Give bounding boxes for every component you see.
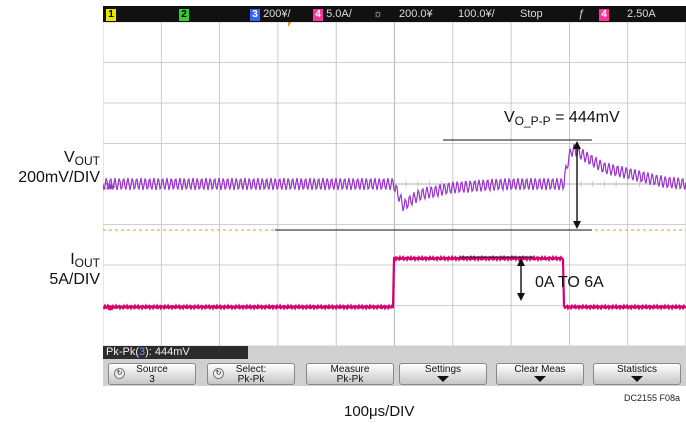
sun-icon: ☼: [373, 8, 384, 20]
settings-softkey[interactable]: Settings: [399, 363, 487, 385]
entry-knob-icon: ↻: [114, 368, 125, 379]
vpp-annotation-value: = 444mV: [550, 109, 620, 126]
timebase-label: 100μs/DIV: [344, 403, 415, 420]
figure-id: DC2155 F08a: [623, 393, 680, 403]
trigger-channel-badge: 4: [599, 9, 609, 21]
vpp-annotation: VO_P-P = 444mV: [504, 109, 620, 128]
trigger-edge-icon: ƒ: [578, 8, 585, 20]
vpp-arrow-down: [573, 221, 581, 229]
graticule: [103, 22, 686, 346]
statistics-softkey[interactable]: Statistics: [593, 363, 681, 385]
measure-softkey-label: Measure: [330, 364, 370, 375]
channel-4-scale[interactable]: 4 5.0A/: [313, 6, 352, 22]
select-softkey[interactable]: ↻ Select: Pk-Pk: [207, 363, 295, 385]
select-softkey-label: Select:: [235, 364, 267, 375]
settings-softkey-label: Settings: [424, 364, 462, 375]
select-softkey-value: Pk-Pk: [237, 374, 265, 385]
oscilloscope-screen: 1 2 3 200¥/ 4 5.0A/ ☼ 200.0¥ 100.0¥/ Sto…: [103, 6, 686, 386]
waveform-svg: 3▶ 4▶: [103, 22, 686, 346]
source-softkey[interactable]: ↻ Source 3: [108, 363, 196, 385]
submenu-arrow-icon: [534, 376, 546, 382]
iout-scale-label: 5A/DIV: [49, 271, 100, 288]
channel-3-scale-value: 200¥/: [263, 8, 291, 20]
vout-label: VOUT: [60, 150, 100, 169]
status-bar: 1 2 3 200¥/ 4 5.0A/ ☼ 200.0¥ 100.0¥/ Sto…: [103, 6, 686, 22]
measurement-channel: 3: [139, 346, 146, 358]
step-annotation: 0A TO 6A: [535, 274, 604, 291]
time-scale[interactable]: 200.0¥: [399, 8, 433, 20]
vout-label-main: V: [63, 149, 75, 166]
softkey-bar: Pk-Pk(3): 444mV ↻ Source 3 ↻ Select: Pk-…: [103, 346, 686, 386]
delay-value[interactable]: 100.0¥/: [458, 8, 495, 20]
source-softkey-label: Source: [136, 364, 168, 375]
iout-label-main: I: [70, 251, 75, 268]
channel-3-marker: 3▶: [105, 182, 116, 191]
vout-trace: [103, 143, 686, 212]
submenu-arrow-icon: [437, 376, 449, 382]
clear-meas-softkey[interactable]: Clear Meas: [496, 363, 584, 385]
channel-1-indicator[interactable]: 1: [106, 6, 116, 22]
trigger-position-marker: [288, 22, 292, 27]
entry-knob-icon: ↻: [213, 368, 224, 379]
channel-1-badge: 1: [106, 9, 116, 21]
channel-3-badge: 3: [250, 9, 260, 21]
channel-2-badge: 2: [179, 9, 189, 21]
vout-label-sub: OUT: [74, 154, 100, 168]
waveform-display: 3▶ 4▶ VO_P-P = 444mV 0A TO 6A: [103, 22, 686, 346]
channel-4-scale-value: 5.0A/: [326, 8, 352, 20]
step-arrow-up: [517, 258, 525, 266]
submenu-arrow-icon: [631, 376, 643, 382]
vout-scale-label: 200mV/DIV: [18, 169, 100, 186]
vpp-arrow-up: [573, 141, 581, 149]
iout-label: IOUT: [60, 252, 100, 271]
channel-4-badge: 4: [313, 9, 323, 21]
measurement-readout: Pk-Pk(3): 444mV: [103, 346, 248, 359]
measure-softkey-value: Pk-Pk: [336, 374, 364, 385]
trigger-level[interactable]: 2.50A: [627, 8, 656, 20]
iout-label-sub: OUT: [74, 256, 100, 270]
measurement-value: ): 444mV: [145, 346, 190, 358]
channel-3-scale[interactable]: 3 200¥/: [250, 6, 291, 22]
iout-trace: [103, 254, 686, 311]
clear-meas-softkey-label: Clear Meas: [514, 364, 566, 375]
trigger-source[interactable]: 4: [599, 6, 609, 22]
vpp-annotation-sub: O_P-P: [514, 114, 551, 128]
statistics-softkey-label: Statistics: [616, 364, 657, 375]
source-softkey-value: 3: [149, 374, 155, 385]
step-arrow-down: [517, 293, 525, 301]
measurement-label: Pk-Pk(: [106, 346, 139, 358]
channel-2-indicator[interactable]: 2: [179, 6, 189, 22]
vpp-annotation-main: V: [504, 109, 515, 126]
run-state[interactable]: Stop: [520, 8, 543, 20]
channel-4-marker: 4▶: [105, 303, 116, 312]
measure-softkey[interactable]: Measure Pk-Pk: [306, 363, 394, 385]
